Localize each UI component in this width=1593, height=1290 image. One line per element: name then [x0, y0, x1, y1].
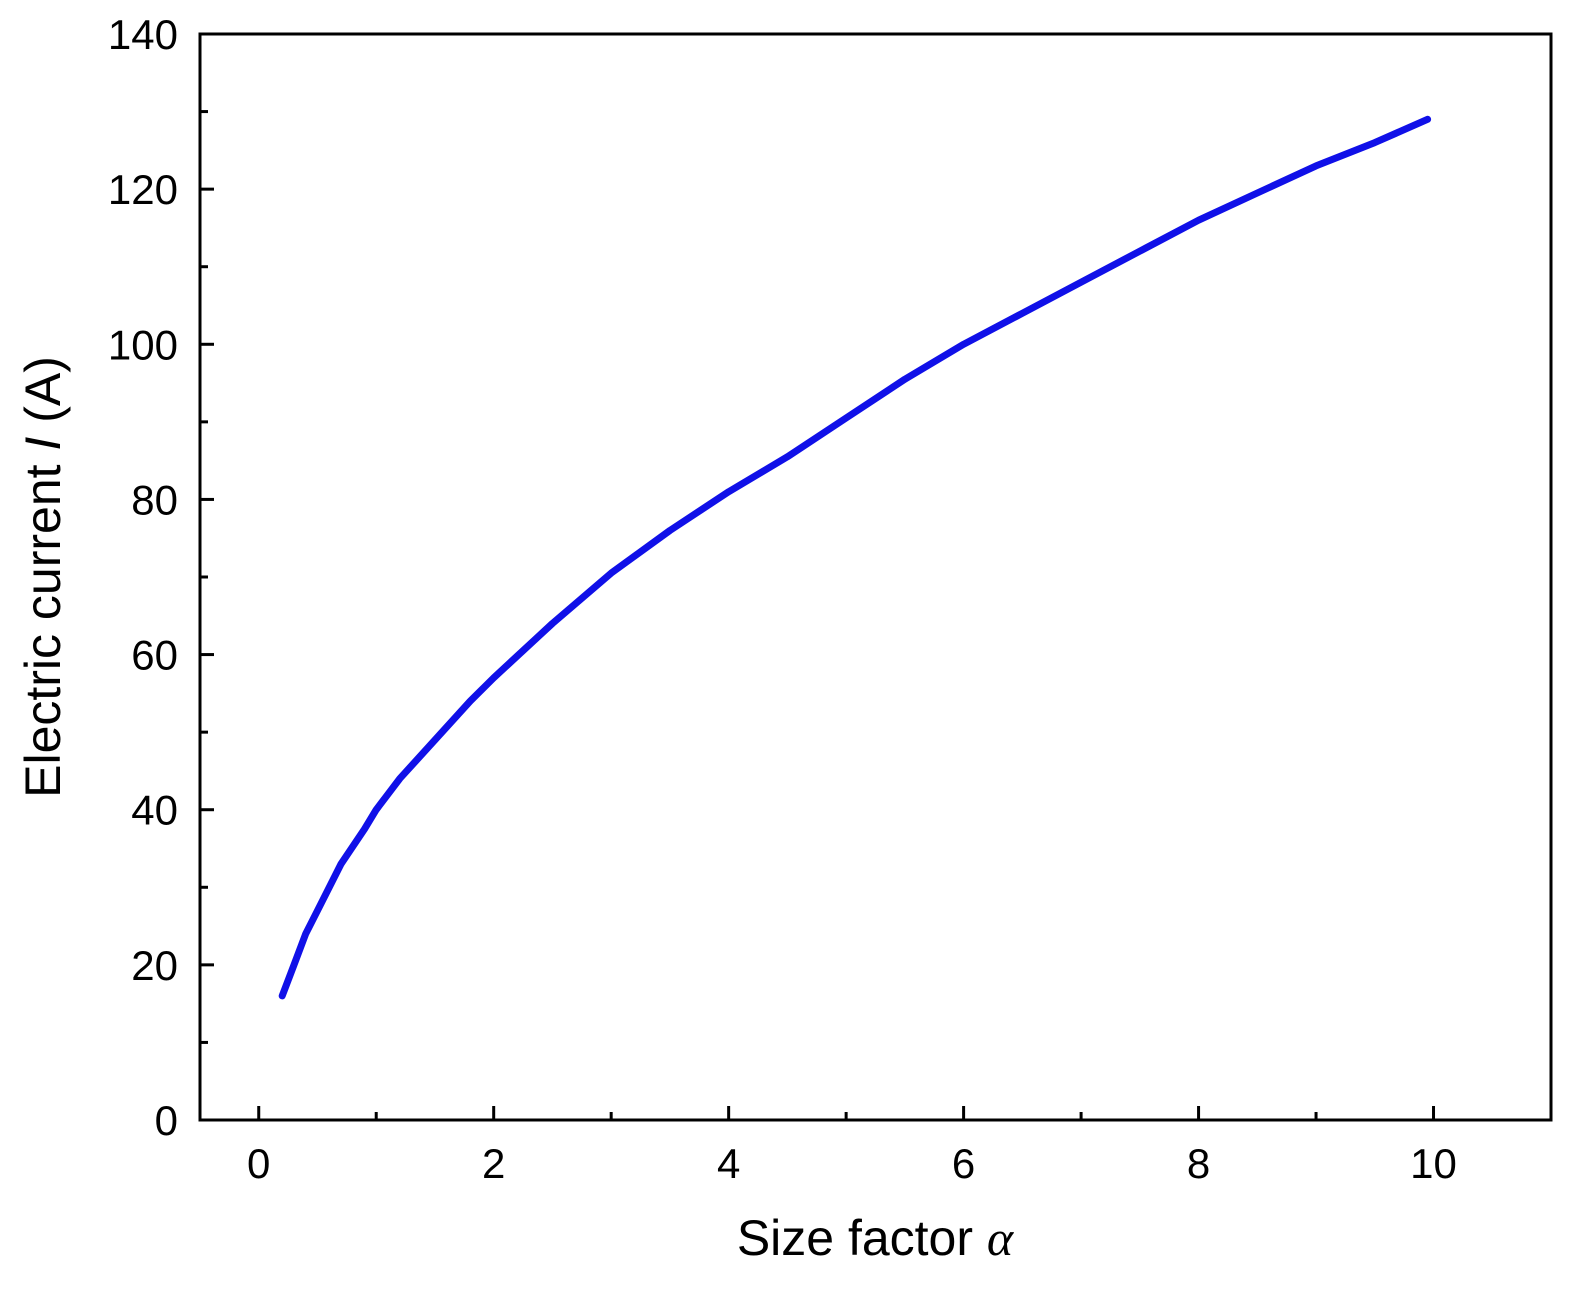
y-tick-label: 100	[108, 321, 178, 368]
y-tick-label: 80	[131, 476, 178, 523]
y-tick-label: 60	[131, 632, 178, 679]
x-tick-label: 4	[717, 1140, 740, 1187]
x-axis-title-text: Size factor	[737, 1210, 987, 1266]
y-tick-label: 0	[155, 1097, 178, 1144]
x-tick-label: 2	[482, 1140, 505, 1187]
x-tick-label: 0	[247, 1140, 270, 1187]
x-tick-label: 6	[952, 1140, 975, 1187]
x-axis-title-symbol: α	[987, 1210, 1015, 1266]
x-tick-label: 8	[1187, 1140, 1210, 1187]
plot-frame	[198, 32, 1553, 1122]
x-axis-title: Size factor α	[737, 1210, 1015, 1266]
x-tick-label: 10	[1410, 1140, 1457, 1187]
y-axis-title-prefix: Electric current	[15, 451, 71, 798]
y-axis-title-suffix: (A)	[15, 356, 71, 437]
series-line	[278, 115, 1432, 1000]
y-tick-label: 120	[108, 166, 178, 213]
y-tick-label: 40	[131, 787, 178, 834]
y-axis-title-symbol: I	[15, 437, 71, 451]
y-tick-label: 140	[108, 11, 178, 58]
series-group	[278, 115, 1432, 1000]
y-axis-title: Electric current I (A)	[15, 356, 71, 798]
y-tick-label: 20	[131, 942, 178, 989]
axis-ticks	[200, 32, 1436, 1122]
